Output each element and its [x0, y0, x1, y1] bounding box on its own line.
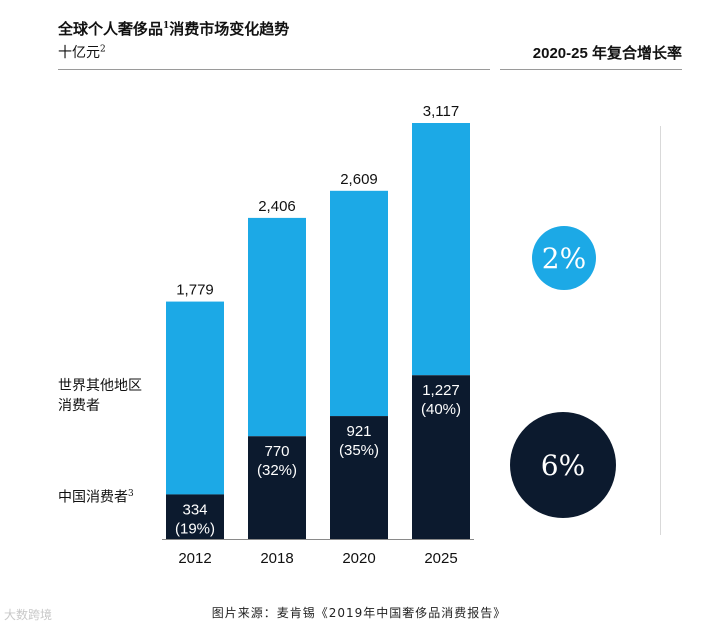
total-label-2020: 2,609 — [340, 171, 378, 188]
watermark-logo: 大数跨境 — [4, 608, 53, 622]
chart-title: 全球个人奢侈品1消费市场变化趋势 — [58, 20, 290, 38]
bar-other-2012 — [166, 301, 224, 495]
chart-unit: 十亿元2 — [58, 44, 106, 61]
cagr-divider — [660, 126, 661, 535]
china-share-label-2012: (19%) — [175, 520, 215, 537]
china-share-label-2018: (32%) — [257, 462, 297, 479]
bar-china-2012 — [166, 494, 224, 539]
legend-label-other: 世界其他地区消费者 — [58, 378, 142, 414]
china-share-label-2025: (40%) — [421, 401, 461, 418]
x-tick-2018: 2018 — [260, 550, 293, 567]
x-tick-2020: 2020 — [342, 550, 375, 567]
bar-other-2018 — [248, 217, 306, 437]
china-value-label-2018: 770 — [264, 443, 289, 460]
bar-china-2020 — [330, 416, 388, 539]
title-rule — [58, 69, 490, 70]
china-share-label-2020: (35%) — [339, 442, 379, 459]
legend-label-china: 中国消费者3 — [58, 489, 134, 506]
x-tick-2025: 2025 — [424, 550, 457, 567]
bar-other-2025 — [412, 123, 470, 376]
cagr-value-other: 2% — [541, 241, 587, 275]
x-tick-2012: 2012 — [178, 550, 211, 567]
bar-other-2020 — [330, 190, 388, 417]
cagr-circle-other: 2% — [532, 226, 596, 290]
total-label-2025: 3,117 — [423, 103, 459, 120]
bar-china-2025 — [412, 375, 470, 539]
cagr-value-china: 6% — [540, 448, 586, 482]
source-note: 图片来源：麦肯锡《2019年中国奢侈品消费报告》 — [211, 606, 507, 620]
china-value-label-2025: 1,227 — [422, 382, 460, 399]
bar-china-2018 — [248, 436, 306, 539]
total-label-2018: 2,406 — [258, 198, 296, 215]
cagr-rule — [500, 69, 682, 70]
total-label-2012: 1,779 — [176, 282, 214, 299]
china-value-label-2012: 334 — [182, 501, 207, 518]
cagr-heading: 2020-25 年复合增长率 — [532, 45, 682, 62]
china-value-label-2020: 921 — [346, 423, 371, 440]
cagr-circle-china: 6% — [510, 412, 616, 518]
